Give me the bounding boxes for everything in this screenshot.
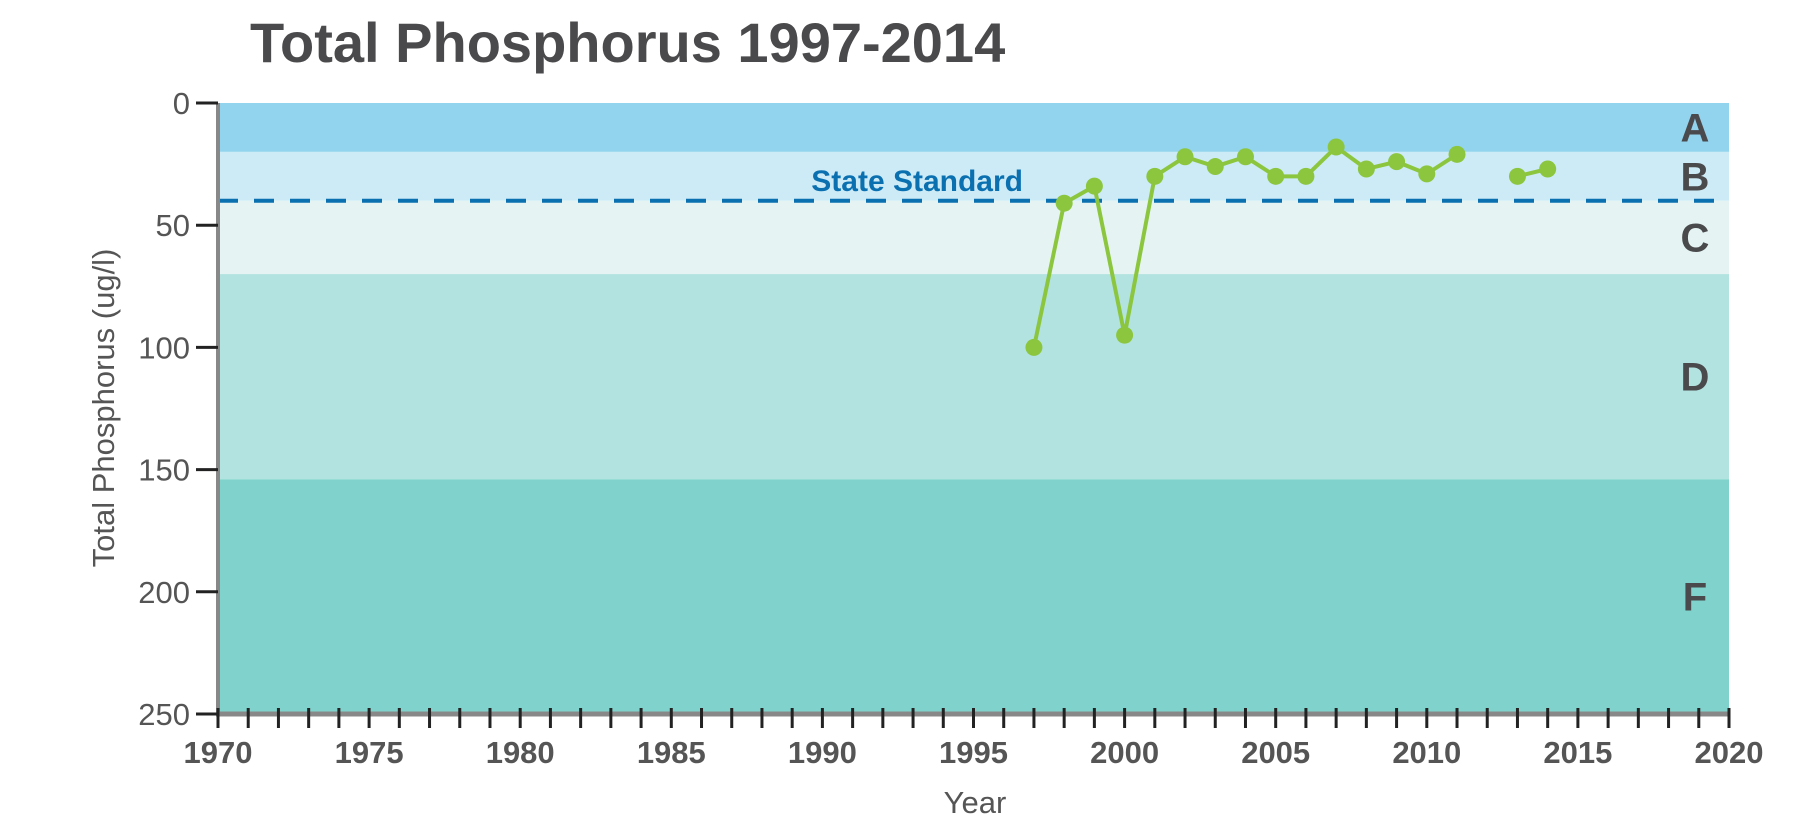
x-tick-label: 1970 — [184, 735, 253, 770]
y-tick-label: 100 — [138, 330, 190, 365]
y-tick-label: 50 — [156, 208, 190, 243]
data-point — [1357, 160, 1375, 178]
data-point — [1236, 148, 1254, 166]
data-point — [1418, 165, 1436, 183]
grade-label-c: C — [1681, 216, 1710, 260]
data-point — [1327, 138, 1345, 156]
x-tick-label: 1980 — [486, 735, 555, 770]
data-point — [1206, 158, 1224, 176]
y-tick-label: 150 — [138, 453, 190, 488]
data-point — [1025, 338, 1043, 356]
data-point — [1297, 167, 1315, 185]
x-tick-label: 1985 — [637, 735, 706, 770]
x-tick-label: 2005 — [1241, 735, 1310, 770]
grade-label-d: D — [1681, 356, 1710, 400]
data-point — [1146, 167, 1164, 185]
state-standard-line: State Standard — [218, 165, 1729, 203]
y-tick-label: 200 — [138, 575, 190, 610]
data-point — [1267, 167, 1285, 185]
data-point — [1388, 153, 1406, 171]
data-point — [1116, 326, 1134, 344]
x-tick-label: 2000 — [1090, 735, 1159, 770]
band-b — [218, 151, 1729, 201]
grade-bands: ABC D F — [218, 103, 1729, 714]
y-tick-label: 250 — [138, 697, 190, 732]
data-point — [1448, 145, 1466, 163]
y-axis-label: Total Phosphorus (ug/l) — [86, 249, 121, 568]
x-tick-label: 2015 — [1543, 735, 1612, 770]
x-tick-label: 1975 — [335, 735, 404, 770]
x-tick-label: 2020 — [1695, 735, 1764, 770]
grade-label-f: F — [1683, 576, 1707, 620]
band-a — [218, 103, 1729, 152]
data-point — [1085, 177, 1103, 195]
data-point — [1055, 194, 1073, 212]
x-axis-label: Year — [944, 785, 1007, 820]
data-series — [1025, 138, 1557, 356]
chart-title: Total Phosphorus 1997-2014 — [250, 11, 1005, 74]
grade-label-b: B — [1681, 155, 1710, 199]
data-point — [1176, 148, 1194, 166]
y-tick-label: 0 — [173, 86, 190, 121]
grade-label-a: A — [1681, 106, 1710, 150]
x-tick-label: 1990 — [788, 735, 857, 770]
state-standard-label: State Standard — [811, 165, 1023, 198]
band-d — [218, 274, 1729, 480]
x-tick-label: 1995 — [939, 735, 1008, 770]
band-f — [218, 479, 1729, 714]
x-tick-label: 2010 — [1392, 735, 1461, 770]
data-point — [1539, 160, 1557, 178]
band-c — [218, 200, 1729, 275]
data-point — [1508, 167, 1526, 185]
